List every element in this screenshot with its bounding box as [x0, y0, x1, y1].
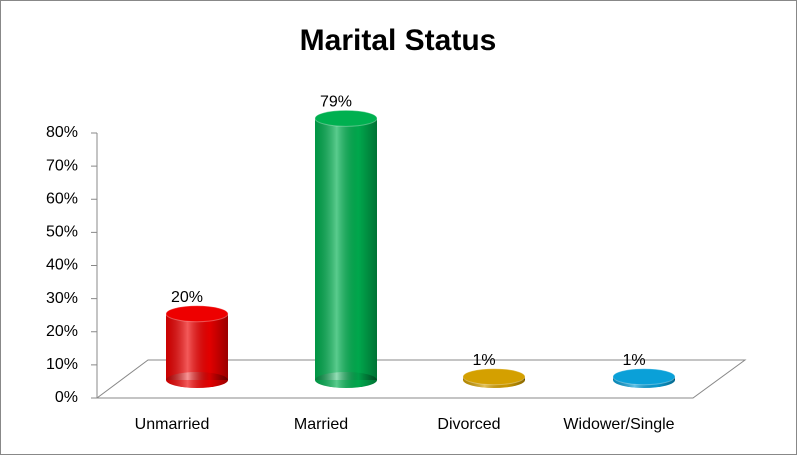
y-tick-label: 0%	[55, 389, 78, 406]
cylinder-shine	[315, 118, 377, 380]
y-tick-label: 70%	[46, 157, 78, 174]
y-tick-label: 10%	[46, 356, 78, 373]
value-label: 20%	[171, 289, 203, 306]
cylinder-top	[165, 305, 229, 323]
cylinder-shine	[166, 313, 228, 380]
chart-title: Marital Status	[300, 24, 497, 57]
x-tick-label: Widower/Single	[563, 416, 674, 433]
y-tick-label: 30%	[46, 290, 78, 307]
floor	[95, 359, 747, 399]
y-tick-label: 80%	[46, 124, 78, 141]
y-tick-label: 60%	[46, 190, 78, 207]
value-label: 79%	[320, 94, 352, 111]
x-tick-label: Married	[294, 416, 348, 433]
y-tick-label: 40%	[46, 257, 78, 274]
value-label: 1%	[472, 352, 495, 369]
x-tick-label: Unmarried	[135, 416, 210, 433]
cylinder-top	[314, 109, 378, 127]
y-tick-label: 50%	[46, 224, 78, 241]
cylinder-top	[612, 368, 676, 386]
cylinder-top	[462, 368, 526, 386]
x-tick-label: Divorced	[437, 416, 500, 433]
value-label: 1%	[622, 352, 645, 369]
y-tick-label: 20%	[46, 323, 78, 340]
